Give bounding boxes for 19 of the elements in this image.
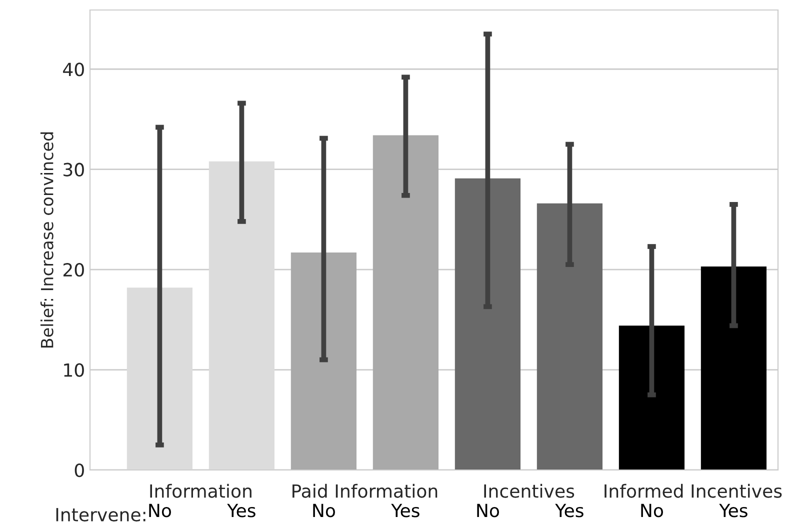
x-tick-label: No <box>149 504 171 518</box>
text: Paid Information <box>292 484 438 498</box>
x-tick-label: Yes <box>555 504 584 518</box>
y-tick-label: 20 <box>63 263 84 277</box>
y-axis-title: Belief: Increase convinced <box>40 132 54 348</box>
x-tick-label: Yes <box>227 504 256 518</box>
x-axis-title: Intervene: <box>56 508 146 522</box>
x-tick-label: No <box>313 504 335 518</box>
x-tick-label: Yes <box>391 504 420 518</box>
text: Information <box>150 484 252 498</box>
y-tick-label: 0 <box>74 463 84 478</box>
x-tick-label: No <box>477 504 499 518</box>
text: Incentives <box>484 484 574 498</box>
y-tick-label: 40 <box>63 62 84 76</box>
y-tick-label: 30 <box>64 162 84 176</box>
x-tick-label: Yes <box>719 504 748 518</box>
y-tick-label: 10 <box>64 363 84 377</box>
text: Informed Incentives <box>604 484 782 498</box>
x-tick-label: No <box>641 504 664 518</box>
